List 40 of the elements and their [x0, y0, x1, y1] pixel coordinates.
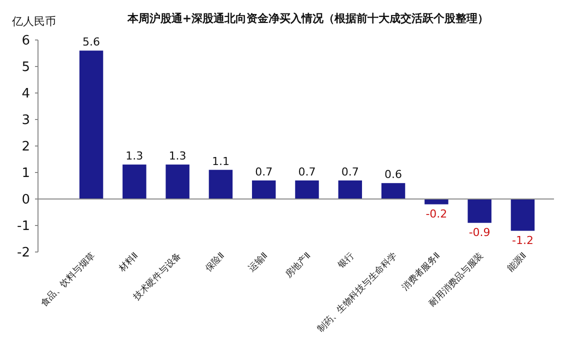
bar	[79, 50, 104, 199]
bar	[252, 180, 276, 199]
y-tick-label: -1	[17, 219, 30, 234]
data-label: 0.6	[384, 168, 402, 182]
bar	[166, 164, 190, 199]
y-tick-label: -2	[17, 246, 30, 261]
data-label: -0.9	[468, 226, 490, 239]
data-label: 1.3	[126, 150, 144, 163]
data-label: -0.2	[426, 207, 448, 220]
bar	[510, 199, 535, 231]
y-tick-label: 6	[22, 34, 30, 49]
y-tick-label: 0	[22, 192, 30, 208]
data-label: 1.1	[212, 154, 230, 168]
data-label: -1.2	[512, 234, 534, 247]
data-label: 0.7	[298, 165, 316, 178]
x-tick-label: 能源Ⅱ	[505, 250, 529, 274]
chart-title: 本周沪股通+深股通北向资金净买入情况（根据前十大成交活跃个股整理）	[126, 12, 489, 25]
data-label: 1.3	[168, 150, 186, 163]
x-tick-label: 保险Ⅱ	[203, 250, 227, 274]
bar	[208, 170, 233, 199]
y-tick-label: 3	[22, 113, 30, 128]
y-tick-label: 4	[22, 86, 30, 102]
bar	[424, 199, 448, 204]
x-tick-label: 运输Ⅱ	[246, 250, 270, 274]
x-tick-label: 银行	[335, 250, 356, 272]
data-label: 5.6	[82, 36, 100, 49]
bar	[338, 180, 362, 199]
bar	[122, 164, 146, 199]
y-axis-title: 亿人民币	[11, 15, 56, 28]
bar	[295, 180, 319, 199]
data-label: 0.7	[255, 165, 273, 178]
y-tick-label: 2	[22, 140, 30, 155]
bar	[468, 199, 492, 223]
x-tick-label: 材料Ⅱ	[116, 250, 141, 275]
data-label: 0.7	[341, 165, 359, 178]
y-tick-label: 1	[22, 166, 30, 182]
y-tick-label: 5	[22, 60, 30, 76]
x-tick-label: 房地产Ⅱ	[283, 250, 314, 280]
x-tick-label: 食品、饮料与烟草	[38, 250, 98, 310]
bar	[381, 183, 406, 199]
